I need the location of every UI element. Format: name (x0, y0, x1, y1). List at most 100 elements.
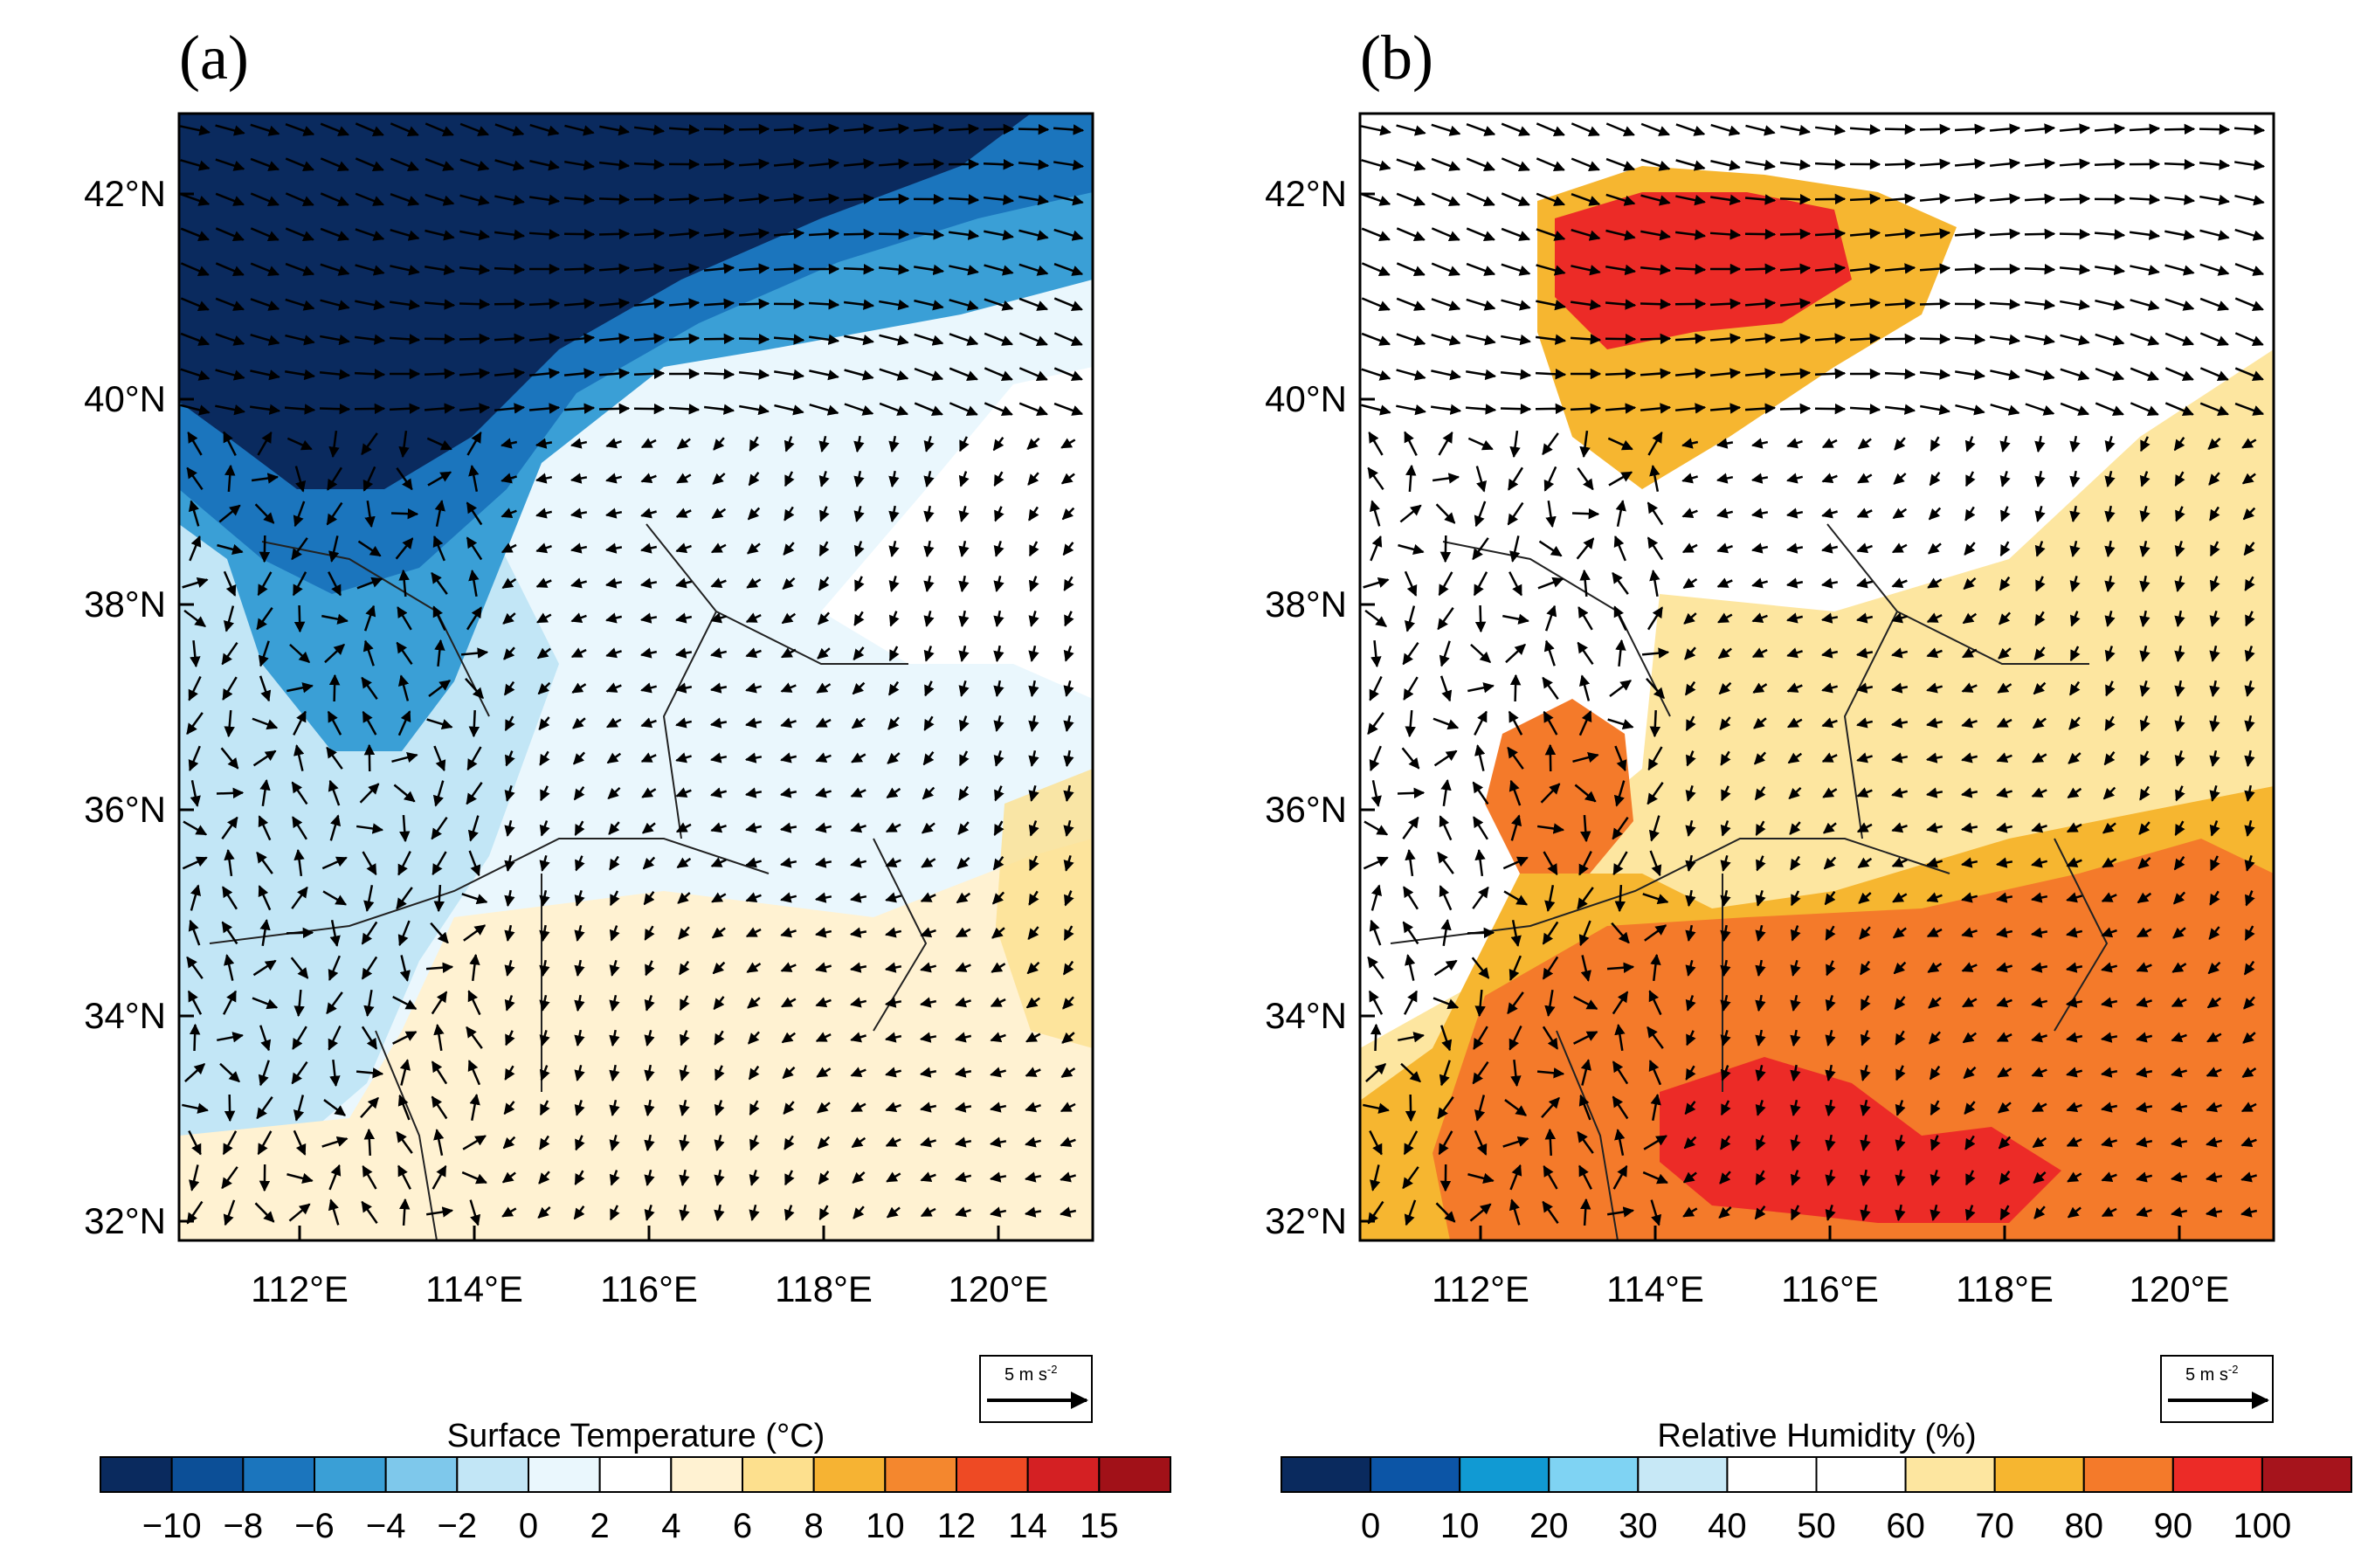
wind-vector (853, 646, 865, 661)
wind-vector (1028, 715, 1039, 733)
wind-vector (293, 501, 306, 528)
wind-vector (180, 332, 211, 346)
wind-vector (993, 645, 1005, 663)
wind-vector (259, 918, 271, 947)
wind-vector (291, 1060, 308, 1085)
wind-vector (773, 228, 805, 239)
wind-vector (503, 1101, 515, 1116)
wind-vector (182, 856, 208, 870)
wind-vector (535, 508, 553, 519)
wind-vector (398, 569, 410, 597)
wind-vector (609, 994, 620, 1012)
wind-vector (328, 1198, 340, 1226)
wind-vector (188, 1130, 202, 1156)
wind-vector (923, 575, 935, 593)
wind-vector (920, 1136, 936, 1148)
wind-vector (914, 402, 943, 416)
wind-vector (843, 264, 875, 275)
wind-vector (459, 403, 491, 414)
wind-vector (328, 779, 341, 806)
wind-vector (362, 710, 377, 736)
wind-vector (851, 752, 866, 763)
colorbar-tick-label: 8 (804, 1507, 824, 1545)
colorbar-tick-label: 60 (1886, 1507, 1925, 1545)
wind-vector (1919, 333, 1951, 345)
wind-vector (844, 334, 874, 346)
wind-vector (878, 193, 910, 205)
panel-b-dark-orange-zone (1433, 839, 2274, 1240)
wind-vector (215, 124, 245, 136)
wind-vector (914, 367, 944, 381)
wind-vector (320, 192, 349, 206)
wind-vector (505, 750, 515, 767)
wind-vector (886, 787, 901, 799)
wind-vector (739, 404, 770, 416)
wind-vector (504, 785, 515, 802)
colorbar-swatch (1904, 1456, 1996, 1493)
wind-vector (190, 884, 202, 911)
wind-vector (364, 500, 376, 528)
wind-vector (1060, 473, 1075, 485)
wind-vector (563, 228, 596, 240)
wind-vector (539, 994, 550, 1012)
wind-vector (504, 924, 515, 943)
wind-vector (639, 577, 658, 589)
wind-vector (539, 750, 550, 766)
wind-vector (815, 1032, 832, 1042)
wind-vector (1060, 1136, 1076, 1148)
wind-vector (644, 925, 655, 941)
wind-vector (675, 787, 692, 798)
wind-vector (425, 193, 455, 206)
wind-vector (710, 577, 727, 588)
wind-vector (598, 159, 631, 170)
wind-vector (923, 436, 935, 452)
wind-vector (955, 927, 971, 938)
wind-vector (432, 535, 445, 562)
wind-vector (572, 717, 586, 729)
wind-vector (809, 404, 839, 416)
wind-vector (1849, 193, 1881, 204)
panel-a-lat-label: 40°N (84, 378, 166, 419)
wind-vector (220, 747, 239, 770)
wind-vector (843, 158, 875, 169)
wind-vector (329, 920, 341, 947)
wind-vector (1571, 508, 1600, 520)
wind-vector (983, 123, 1015, 135)
wind-vector (468, 850, 481, 877)
wind-vector (217, 1032, 244, 1043)
wind-vector (459, 158, 490, 171)
wind-vector (1063, 680, 1074, 697)
panel-a-colorbar-labels: −10 −8 −6 −4 −2 0 2 4 6 8 10 12 14 15 (142, 1507, 1119, 1545)
wind-vector (992, 855, 1005, 871)
wind-vector (390, 265, 420, 276)
wind-vector (815, 997, 832, 1008)
wind-vector (501, 473, 517, 484)
wind-vector (991, 927, 1005, 939)
wind-vector (679, 1030, 690, 1046)
wind-vector (773, 158, 805, 169)
colorbar-swatch (314, 1456, 387, 1493)
wind-vector (808, 334, 840, 345)
wind-vector (285, 298, 315, 311)
wind-vector (955, 1206, 971, 1218)
wind-vector (320, 122, 349, 136)
wind-vector (885, 927, 902, 938)
wind-vector (958, 750, 970, 767)
wind-vector (744, 752, 763, 763)
wind-vector (780, 892, 797, 903)
wind-vector (645, 960, 655, 977)
wind-vector (1025, 1032, 1041, 1043)
wind-vector (956, 856, 970, 870)
wind-vector (224, 848, 235, 877)
colorbar-tick-label: 10 (1440, 1507, 1480, 1545)
wind-vector (949, 402, 978, 416)
wind-vector (363, 604, 376, 632)
wind-vector (363, 885, 375, 912)
colorbar-tick-label: 40 (1708, 1507, 1747, 1545)
wind-vector (180, 227, 210, 241)
wind-vector (1026, 438, 1040, 450)
wind-vector (1028, 820, 1039, 837)
wind-vector (644, 1205, 655, 1221)
wind-vector (397, 674, 410, 701)
wind-vector (773, 334, 805, 345)
